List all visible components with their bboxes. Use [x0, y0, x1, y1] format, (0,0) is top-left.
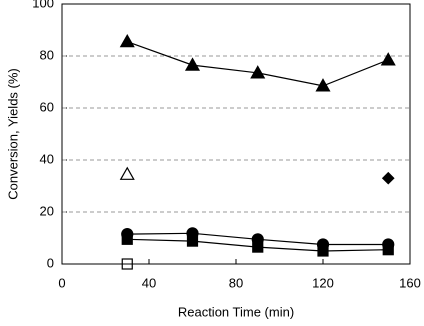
- y-tick-label: 100: [32, 0, 54, 10]
- x-tick-label: 120: [312, 275, 334, 290]
- x-tick-label: 80: [229, 275, 243, 290]
- y-axis-label: Conversion, Yields (%): [5, 68, 20, 200]
- y-tick-label: 60: [40, 99, 54, 114]
- x-tick-label: 160: [399, 275, 421, 290]
- y-tick-label: 80: [40, 47, 54, 62]
- marker: [250, 65, 266, 79]
- plot-frame: [61, 3, 411, 265]
- marker: [119, 33, 135, 48]
- marker: [380, 52, 396, 66]
- y-tick-label: 0: [47, 255, 54, 270]
- marker: [121, 233, 133, 245]
- marker: [184, 57, 201, 71]
- marker: [186, 235, 199, 247]
- marker: [315, 78, 331, 92]
- marker: [121, 258, 133, 270]
- series-line: [127, 41, 389, 87]
- y-tick-label: 40: [40, 151, 54, 166]
- marker: [381, 171, 395, 185]
- y-tick-label: 20: [40, 203, 54, 218]
- marker: [317, 245, 329, 257]
- marker: [119, 166, 135, 180]
- x-axis-label: Reaction Time (min): [178, 304, 294, 319]
- x-tick-label: 40: [142, 275, 156, 290]
- x-tick-label: 0: [58, 275, 65, 290]
- marker: [252, 241, 264, 253]
- marker: [382, 244, 394, 256]
